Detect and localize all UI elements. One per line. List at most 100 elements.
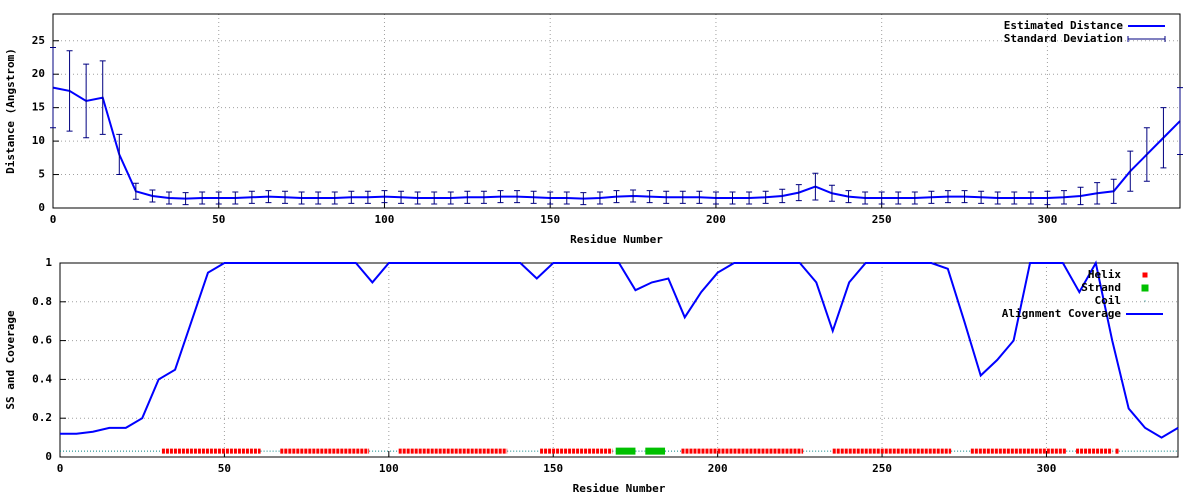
error-bar	[812, 172, 819, 201]
error-bar	[911, 191, 918, 205]
error-bar	[149, 189, 156, 203]
error-bar	[116, 133, 123, 176]
y-tick-label: 0	[38, 201, 45, 214]
error-bar	[464, 190, 471, 204]
error-bar	[447, 191, 454, 205]
y-tick-label: 5	[38, 168, 45, 181]
error-bar	[596, 191, 603, 205]
y-tick-label: 15	[32, 101, 45, 114]
error-bar	[1177, 87, 1183, 155]
legend-label: Alignment Coverage	[1002, 307, 1122, 320]
error-bar	[646, 190, 653, 204]
error-bar	[762, 190, 769, 204]
error-bar	[232, 191, 239, 205]
y-tick-label: 20	[32, 67, 45, 80]
legend-label: Standard Deviation	[1004, 32, 1123, 45]
error-bar	[331, 191, 338, 205]
error-bar	[348, 190, 355, 204]
error-bar	[679, 190, 686, 204]
error-bar	[663, 190, 670, 204]
error-bar	[961, 190, 968, 204]
error-bar	[944, 190, 951, 204]
x-tick-label: 300	[1037, 213, 1057, 226]
error-bar	[779, 188, 786, 204]
error-bar	[99, 60, 106, 135]
x-axis-label: Residue Number	[573, 482, 666, 495]
error-bar	[265, 190, 272, 204]
y-tick-label: 0.4	[32, 372, 52, 385]
y-tick-label: 0.2	[32, 411, 52, 424]
x-tick-label: 0	[57, 462, 64, 475]
error-bar	[1077, 186, 1084, 206]
error-bar	[1143, 127, 1150, 182]
error-bar	[630, 189, 637, 203]
error-bar	[315, 191, 322, 205]
error-bar	[364, 190, 371, 204]
error-bar	[547, 191, 554, 205]
error-bar	[828, 184, 835, 202]
error-bar	[514, 190, 521, 204]
x-tick-label: 100	[379, 462, 399, 475]
legend-label: Helix	[1088, 268, 1121, 281]
y-tick-label: 1	[45, 256, 52, 269]
x-tick-label: 300	[1037, 462, 1057, 475]
x-tick-label: 0	[50, 213, 57, 226]
error-bar	[381, 190, 388, 204]
x-tick-label: 50	[218, 462, 231, 475]
error-bar	[50, 46, 56, 129]
y-axis-label: Distance (Angstrom)	[4, 48, 17, 174]
error-bar	[480, 190, 487, 204]
y-tick-label: 0.6	[32, 334, 52, 347]
error-bar	[1160, 107, 1167, 169]
error-bar	[580, 192, 587, 206]
x-tick-label: 200	[706, 213, 726, 226]
x-tick-label: 50	[212, 213, 225, 226]
legend-swatch	[1144, 300, 1146, 302]
legend-swatch	[1141, 284, 1149, 292]
legend-label: Coil	[1095, 294, 1122, 307]
x-tick-label: 250	[872, 213, 892, 226]
x-tick-label: 100	[375, 213, 395, 226]
plot-frame	[59, 262, 1179, 458]
y-tick-label: 10	[32, 134, 45, 147]
legend-swatch	[1142, 272, 1148, 278]
error-bar	[1027, 191, 1034, 205]
y-tick-label: 0	[45, 450, 52, 463]
error-bar	[994, 191, 1001, 205]
error-bar	[398, 190, 405, 204]
error-bar	[431, 191, 438, 205]
error-bar	[132, 182, 139, 200]
error-bar	[1110, 178, 1117, 204]
error-bar	[1011, 191, 1018, 205]
error-bar	[1060, 190, 1067, 205]
error-bar	[1094, 182, 1101, 205]
x-tick-label: 150	[540, 213, 560, 226]
error-bar	[282, 190, 289, 204]
error-bar	[497, 190, 504, 204]
error-bar	[414, 191, 421, 205]
x-axis-label: Residue Number	[570, 233, 663, 246]
error-bar	[878, 191, 885, 205]
error-bar	[746, 191, 753, 205]
error-bar	[215, 191, 222, 205]
error-bar	[66, 50, 73, 132]
error-bar	[729, 191, 736, 205]
error-bar	[1044, 190, 1051, 206]
error-bar	[696, 190, 703, 204]
error-bar	[895, 191, 902, 205]
error-bar	[928, 190, 935, 204]
error-bar	[83, 63, 90, 139]
error-bar	[199, 191, 206, 205]
legend-label: Strand	[1081, 281, 1121, 294]
legend-label: Estimated Distance	[1004, 19, 1124, 32]
y-tick-label: 0.8	[32, 295, 52, 308]
error-bar	[1127, 150, 1134, 192]
y-axis-label: SS and Coverage	[4, 310, 17, 410]
error-bar	[613, 190, 620, 204]
error-bar	[712, 191, 719, 205]
x-tick-label: 250	[872, 462, 892, 475]
error-bar	[978, 190, 985, 204]
error-bar	[795, 184, 802, 202]
error-bar	[298, 191, 305, 205]
